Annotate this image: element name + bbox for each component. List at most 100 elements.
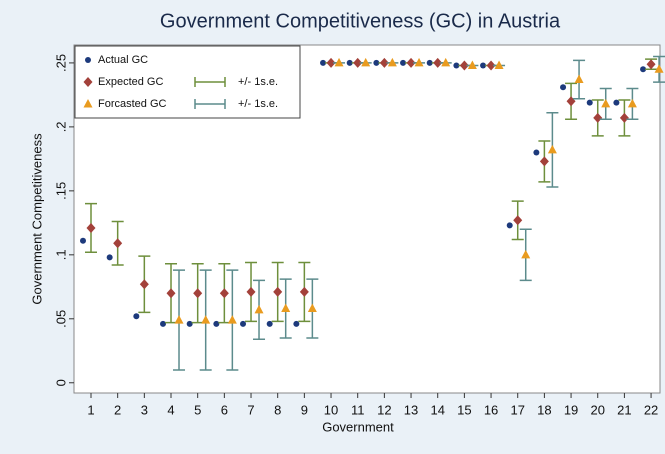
point	[426, 59, 433, 66]
point	[334, 57, 344, 67]
point	[646, 59, 656, 70]
chart-title: Government Competitiveness (GC) in Austr…	[160, 10, 561, 32]
point	[113, 238, 123, 249]
point	[219, 288, 229, 299]
x-tick-label: 7	[247, 402, 254, 417]
point	[459, 60, 469, 71]
point	[494, 60, 504, 69]
point	[353, 57, 363, 68]
legend-label: Actual GC	[98, 54, 148, 66]
legend-marker	[83, 77, 93, 87]
point	[453, 62, 460, 69]
point	[613, 99, 620, 106]
y-tick-label: .05	[53, 310, 68, 328]
point	[281, 303, 291, 313]
point	[513, 215, 523, 226]
point	[293, 320, 300, 327]
point	[273, 286, 283, 297]
point	[560, 84, 567, 91]
point	[213, 320, 220, 327]
point	[400, 59, 407, 66]
point	[254, 304, 264, 314]
x-tick-label: 21	[617, 402, 631, 417]
point	[326, 57, 336, 68]
x-tick-label: 4	[167, 402, 174, 417]
legend-label: +/- 1s.e.	[238, 76, 278, 88]
point	[406, 57, 416, 68]
y-tick-label: 0	[53, 379, 68, 386]
point	[174, 315, 184, 324]
point	[186, 320, 193, 327]
legend-error	[194, 77, 226, 87]
point	[619, 112, 629, 123]
y-tick-label: .15	[53, 182, 68, 200]
x-tick-label: 1	[87, 402, 94, 417]
point	[240, 320, 247, 327]
point	[601, 98, 611, 108]
point	[266, 320, 273, 327]
point	[133, 313, 140, 320]
x-tick-label: 18	[537, 402, 551, 417]
point	[586, 99, 593, 106]
point	[593, 112, 603, 123]
legend-marker	[85, 57, 91, 63]
x-tick-label: 15	[457, 402, 471, 417]
y-tick-label: .1	[53, 249, 68, 260]
point	[307, 303, 317, 313]
point	[539, 156, 549, 167]
point	[387, 57, 397, 67]
x-axis-title: Government	[322, 419, 394, 434]
point	[227, 315, 237, 324]
point	[521, 249, 531, 259]
point	[166, 288, 176, 299]
point	[86, 222, 96, 233]
point	[574, 74, 584, 84]
y-tick-label: .2	[53, 121, 68, 132]
point	[246, 286, 256, 297]
point	[346, 59, 353, 66]
legend-label: Expected GC	[98, 76, 163, 88]
x-tick-label: 3	[141, 402, 148, 417]
x-tick-label: 22	[644, 402, 658, 417]
x-tick-label: 8	[274, 402, 281, 417]
point	[361, 57, 371, 67]
point	[160, 320, 167, 327]
point	[506, 222, 513, 229]
x-tick-label: 2	[114, 402, 121, 417]
legend-label: Forcasted GC	[98, 98, 167, 110]
x-tick-label: 14	[430, 402, 444, 417]
x-tick-label: 17	[510, 402, 524, 417]
x-tick-label: 13	[404, 402, 418, 417]
point	[640, 66, 647, 73]
x-tick-label: 20	[590, 402, 604, 417]
point	[106, 254, 113, 261]
point	[441, 57, 451, 67]
point	[80, 237, 86, 244]
point	[193, 288, 203, 299]
x-tick-label: 16	[484, 402, 498, 417]
point	[373, 59, 380, 66]
legend-error	[194, 99, 226, 109]
x-tick-label: 11	[351, 402, 365, 417]
legend-label: +/- 1s.e.	[238, 98, 278, 110]
point	[486, 60, 496, 71]
legend-marker	[83, 99, 93, 108]
point	[320, 59, 327, 66]
point	[433, 57, 443, 68]
point	[654, 64, 664, 73]
x-tick-label: 10	[324, 402, 338, 417]
point	[467, 60, 477, 69]
x-tick-label: 12	[377, 402, 391, 417]
legend-box	[74, 45, 301, 119]
point	[547, 144, 557, 154]
point	[414, 57, 424, 67]
point	[533, 149, 540, 156]
point	[627, 98, 637, 108]
x-tick-label: 9	[301, 402, 308, 417]
point	[139, 279, 149, 290]
x-tick-label: 19	[564, 402, 578, 417]
y-axis-title: Government Competitiveness	[29, 133, 44, 305]
y-tick-label: .25	[53, 54, 68, 72]
x-tick-label: 5	[194, 402, 201, 417]
